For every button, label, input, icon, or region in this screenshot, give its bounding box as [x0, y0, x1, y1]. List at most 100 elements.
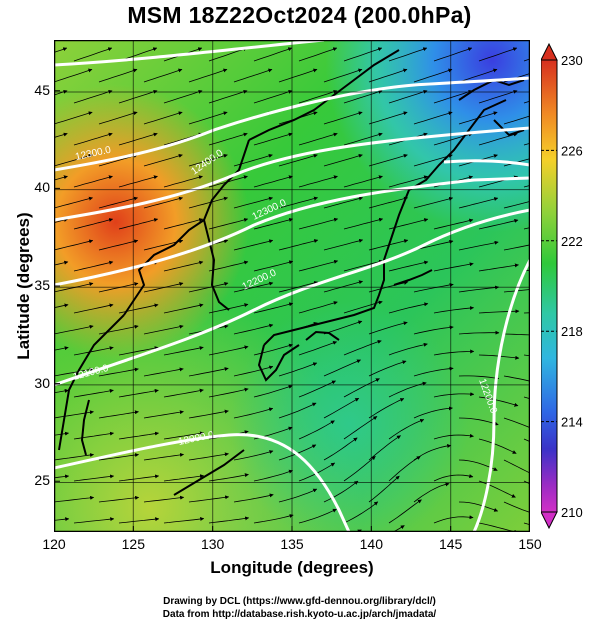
wind-streamline: [143, 495, 185, 503]
wind-streamline: [208, 132, 248, 146]
wind-streamline: [388, 302, 429, 314]
wind-streamline: [188, 452, 229, 461]
wind-streamline: [458, 501, 499, 512]
wind-streamline: [54, 260, 69, 266]
wind-streamline: [54, 239, 94, 251]
wind-streamline: [118, 175, 158, 188]
wind-streamline: [433, 392, 475, 398]
wind-streamline: [298, 259, 339, 272]
wind-streamline: [143, 410, 184, 419]
wind-streamline: [478, 263, 519, 272]
wind-streamline: [54, 324, 94, 335]
wind-streamline: [73, 175, 113, 188]
wind-streamline: [143, 367, 184, 377]
wind-streamline: [503, 244, 530, 251]
wind-streamline: [54, 346, 69, 351]
graticule: [54, 40, 530, 532]
wind-streamline: [503, 115, 530, 125]
y-tick-label: 40: [34, 179, 50, 196]
wind-streamline: [503, 333, 530, 336]
wind-streamline: [54, 68, 93, 83]
wind-streamline: [388, 47, 428, 62]
wind-streamline: [98, 196, 138, 209]
x-axis-label: Longitude (degrees): [210, 558, 374, 577]
wind-streamline: [458, 68, 498, 83]
wind-streamline: [253, 514, 294, 524]
wind-streamline: [368, 111, 408, 125]
wind-streamline: [343, 455, 376, 482]
wind-streamline: [233, 493, 274, 503]
latitude-axis: [54, 90, 60, 482]
wind-streamline: [413, 239, 454, 251]
y-tick-label: 30: [34, 374, 50, 391]
wind-streamline: [298, 301, 338, 314]
wind-streamline: [433, 349, 475, 356]
wind-streamline: [98, 367, 139, 377]
wind-streamline: [323, 280, 363, 293]
wind-streamline: [54, 474, 70, 479]
wind-streamline: [73, 47, 113, 62]
wind-streamline: [233, 196, 273, 209]
wind-streamline: [413, 325, 454, 335]
wind-streamline: [163, 303, 204, 314]
wind-streamline: [278, 68, 318, 83]
wind-streamline: [323, 153, 363, 167]
wind-streamline: [478, 480, 516, 498]
contour-lines: [54, 40, 530, 532]
wind-streamline: [163, 218, 204, 230]
wind-streamline: [392, 525, 405, 532]
wind-streamline: [343, 339, 382, 356]
wind-streamline: [98, 239, 139, 251]
wind-streamline: [163, 260, 204, 272]
wind-streamline: [433, 515, 474, 524]
wind-streamline: [253, 343, 293, 356]
wind-streamline: [54, 153, 93, 167]
wind-streamline: [73, 132, 113, 146]
wind-streamline: [503, 417, 530, 429]
wind-streamline: [278, 153, 318, 167]
wind-streamline: [298, 47, 338, 62]
wind-streamline: [233, 68, 273, 83]
wind-streamline: [503, 459, 530, 474]
wind-streamline: [54, 89, 68, 96]
wind-streamline: [118, 346, 159, 356]
wind-streamline: [413, 282, 454, 293]
wind-streamline: [163, 474, 204, 482]
wind-streamline: [54, 47, 68, 53]
wind-streamline: [368, 435, 401, 461]
wind-streamline: [278, 196, 318, 209]
wind-streamline: [208, 47, 248, 62]
wind-streamline: [413, 482, 450, 503]
wind-streamline: [233, 450, 274, 461]
wind-streamline: [188, 367, 229, 377]
wind-streamline: [388, 455, 421, 482]
wind-streamline: [323, 238, 364, 251]
wind-streamline: [368, 398, 405, 419]
wind-streamline: [278, 362, 318, 377]
wind-streamline: [343, 217, 384, 230]
wind-streamline: [233, 365, 274, 377]
wind-streamline: [343, 259, 384, 272]
wind-streamline: [73, 89, 113, 104]
y-tick-label: 45: [34, 81, 50, 98]
wind-streamline: [323, 397, 360, 419]
wind-streamline: [478, 218, 519, 230]
wind-streamline: [503, 158, 530, 167]
wind-streamline: [54, 495, 95, 503]
wind-streamline: [368, 321, 408, 335]
wind-streamline: [54, 132, 68, 139]
wind-streamline: [343, 501, 379, 524]
wind-streamline: [98, 68, 138, 83]
wind-streamline: [73, 388, 114, 398]
wind-streamline: [163, 431, 204, 440]
wind-streamline: [458, 285, 500, 293]
temperature-colorbar: 230 226 222 218 214 210: [541, 42, 583, 530]
wind-streamline: [298, 217, 339, 230]
wind-streamline: [54, 303, 69, 309]
colorbar-scale: [541, 59, 558, 513]
wind-streamline: [323, 68, 363, 83]
wind-streamline: [323, 320, 363, 335]
wind-streamline: [413, 366, 454, 377]
wind-streamline: [188, 495, 230, 503]
wind-streamline: [298, 380, 336, 398]
